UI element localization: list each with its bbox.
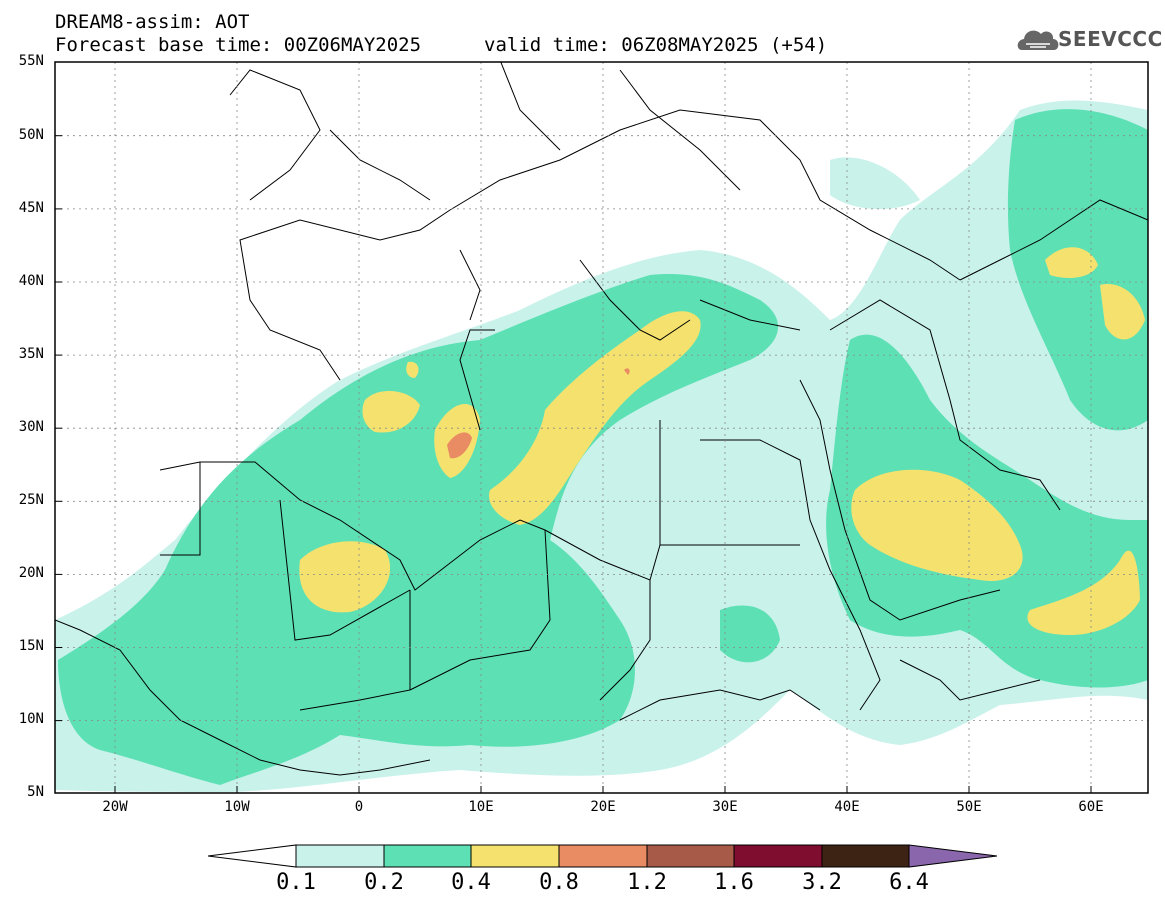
borders [55, 62, 1148, 776]
colorbar-label: 0.1 [276, 870, 316, 895]
lat-label: 30N [18, 419, 44, 435]
lat-label: 15N [18, 638, 44, 654]
grid [55, 62, 1148, 793]
aot-band-0.4 [299, 247, 1145, 635]
map-title: DREAM8-assim: AOT [55, 11, 250, 33]
forecast-base-time: Forecast base time: 00Z06MAY2025 [55, 34, 422, 56]
lat-label: 50N [18, 127, 44, 143]
lon-label: 30E [712, 799, 738, 815]
colorbar-label: 1.6 [714, 870, 754, 895]
lon-label: 60E [1078, 799, 1104, 815]
lat-label: 40N [18, 273, 44, 289]
cloud-logo-icon [1017, 30, 1059, 50]
colorbar-label: 1.2 [627, 870, 667, 895]
lon-label: 20E [590, 799, 616, 815]
valid-time: valid time: 06Z08MAY2025 (+54) [484, 34, 828, 56]
lon-label: 0 [354, 799, 364, 815]
lon-label: 20W [102, 799, 128, 815]
logo-text: SEEVCCC [1058, 27, 1163, 51]
lat-label: 35N [18, 346, 44, 362]
lat-label: 55N [18, 53, 44, 69]
lat-label: 45N [18, 200, 44, 216]
colorbar-label: 0.8 [539, 870, 579, 895]
map-frame [54, 61, 1149, 794]
lon-label: 50E [956, 799, 982, 815]
lat-label: 5N [27, 784, 44, 800]
lat-label: 20N [18, 565, 44, 581]
colorbar-label: 0.2 [364, 870, 404, 895]
lon-label: 40E [834, 799, 860, 815]
lat-label: 10N [18, 711, 44, 727]
colorbar-label: 3.2 [802, 870, 842, 895]
colorbar-label: 6.4 [889, 870, 929, 895]
lon-label: 10E [468, 799, 494, 815]
lat-label: 25N [18, 492, 44, 508]
colorbar-label: 0.4 [451, 870, 491, 895]
aot-band-0.8 [447, 368, 630, 459]
lon-label: 10W [224, 799, 250, 815]
